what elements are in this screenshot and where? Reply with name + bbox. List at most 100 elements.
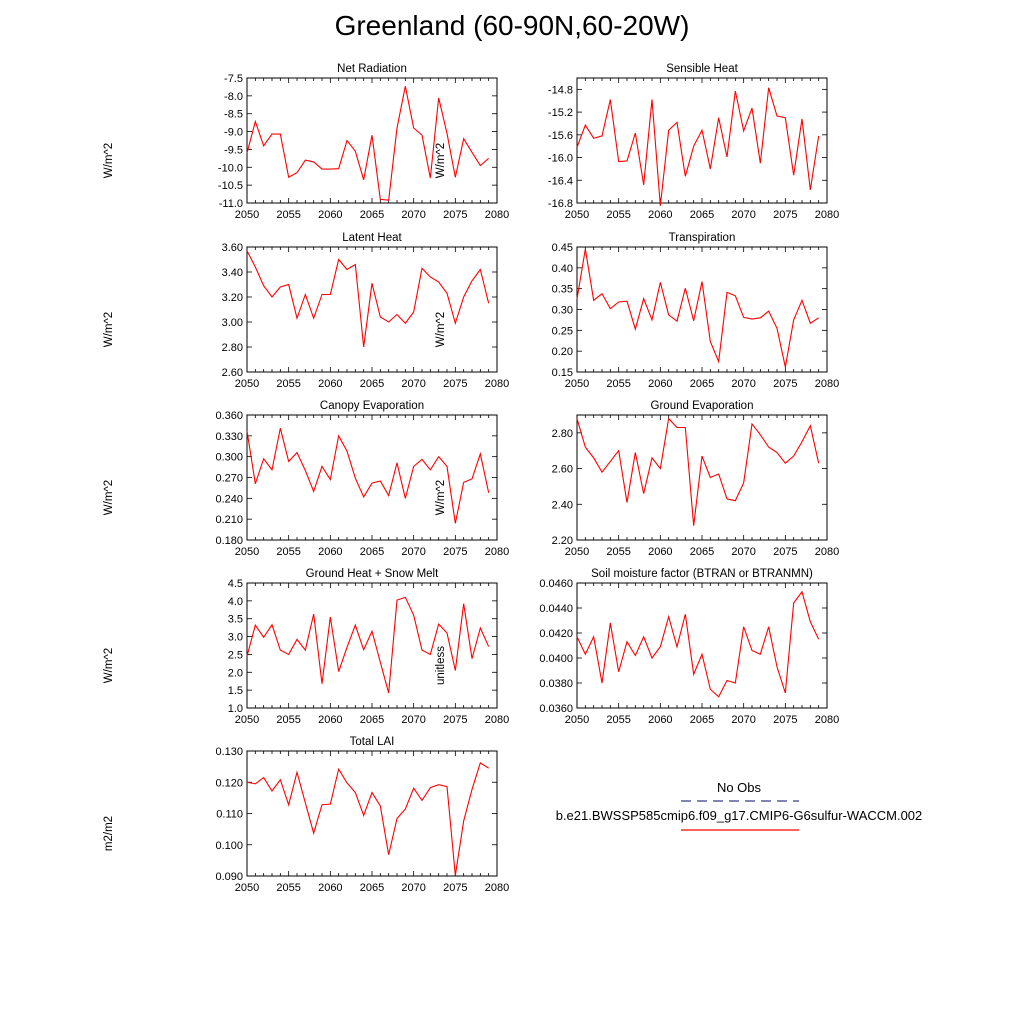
x-tick-label: 2060 bbox=[648, 714, 672, 726]
x-tick-label: 2055 bbox=[606, 546, 630, 558]
y-tick-label: 0.120 bbox=[215, 777, 243, 789]
panel-title: Canopy Evaporation bbox=[320, 400, 424, 412]
series-line bbox=[576, 590, 820, 698]
plot-frame bbox=[246, 582, 498, 709]
x-tick-label: 2060 bbox=[318, 378, 342, 390]
y-tick-label: 1.5 bbox=[228, 685, 243, 697]
y-tick-label: 0.20 bbox=[552, 346, 573, 358]
y-tick-label: 0.0460 bbox=[539, 578, 573, 590]
x-tick-label: 2080 bbox=[485, 378, 509, 390]
x-tick-label: 2080 bbox=[815, 209, 839, 221]
y-tick-label: 0.100 bbox=[215, 840, 243, 852]
x-tick-label: 2065 bbox=[360, 209, 384, 221]
x-tick-label: 2055 bbox=[606, 209, 630, 221]
x-tick-label: 2075 bbox=[773, 546, 797, 558]
panel-title: Ground Evaporation bbox=[651, 400, 754, 412]
y-tick-label: 3.00 bbox=[222, 317, 243, 329]
plot-frame bbox=[576, 246, 828, 373]
y-tick-label: 0.300 bbox=[215, 452, 243, 464]
y-tick-label: 0.25 bbox=[552, 325, 573, 337]
x-tick-label: 2080 bbox=[485, 882, 509, 894]
x-tick-label: 2065 bbox=[690, 546, 714, 558]
y-tick-label: 0.210 bbox=[215, 514, 243, 526]
x-tick-label: 2050 bbox=[235, 209, 259, 221]
panel-3: 2050 2055 2060 2065 2070 2075 2080 3.60 3.40 3.20… bbox=[103, 232, 509, 390]
panel-title: Latent Heat bbox=[342, 232, 402, 244]
x-tick-label: 2070 bbox=[731, 714, 755, 726]
x-tick-label: 2070 bbox=[731, 209, 755, 221]
y-tick-label: 0.360 bbox=[215, 410, 243, 422]
y-axis-label: W/m^2 bbox=[435, 143, 447, 178]
series-line bbox=[576, 87, 820, 206]
series-line bbox=[246, 250, 490, 348]
x-tick-label: 2050 bbox=[235, 546, 259, 558]
y-tick-label: 0.240 bbox=[215, 493, 243, 505]
y-tick-label: -10.0 bbox=[218, 162, 243, 174]
y-tick-label: 0.110 bbox=[216, 809, 243, 821]
panel-title: Ground Heat + Snow Melt bbox=[306, 568, 439, 580]
panel-1: 2050 2055 2060 2065 2070 2075 2080 -7.5 -8.0 -8.5… bbox=[103, 63, 509, 221]
x-tick-label: 2065 bbox=[690, 378, 714, 390]
y-axis-label: W/m^2 bbox=[103, 143, 115, 178]
y-tick-label: 2.80 bbox=[222, 342, 243, 354]
legend: No Obs b.e21.BWSSP585cmip6.f09_g17.CMIP6… bbox=[556, 780, 922, 831]
x-tick-label: 2070 bbox=[401, 714, 425, 726]
x-tick-label: 2060 bbox=[318, 546, 342, 558]
x-tick-label: 2080 bbox=[815, 714, 839, 726]
x-tick-label: 2055 bbox=[606, 378, 630, 390]
y-tick-label: -14.8 bbox=[548, 84, 573, 96]
legend-obs-label: No Obs bbox=[717, 780, 762, 795]
y-axis-label: m2/m2 bbox=[103, 816, 115, 851]
x-tick-label: 2080 bbox=[485, 714, 509, 726]
y-tick-label: 0.0400 bbox=[539, 653, 573, 665]
x-tick-label: 2070 bbox=[731, 378, 755, 390]
x-tick-label: 2075 bbox=[443, 882, 467, 894]
y-tick-label: 2.20 bbox=[552, 535, 573, 547]
series-line bbox=[246, 428, 490, 524]
panel-title: Soil moisture factor (BTRAN or BTRANMN) bbox=[591, 568, 813, 580]
plot-frame bbox=[246, 414, 498, 541]
y-axis-label: W/m^2 bbox=[103, 312, 115, 347]
x-tick-label: 2075 bbox=[443, 546, 467, 558]
x-tick-label: 2060 bbox=[648, 209, 672, 221]
plot-frame bbox=[576, 77, 828, 204]
panel-5: 2050 2055 2060 2065 2070 2075 2080 0.360 0.330 0.… bbox=[103, 400, 509, 558]
y-tick-label: 2.60 bbox=[222, 367, 243, 379]
x-tick-label: 2050 bbox=[565, 714, 589, 726]
series-line bbox=[576, 248, 819, 368]
y-tick-label: 0.130 bbox=[215, 746, 243, 758]
x-tick-label: 2080 bbox=[815, 546, 839, 558]
y-tick-label: 1.0 bbox=[228, 703, 243, 715]
y-tick-label: 3.0 bbox=[228, 632, 243, 644]
panel-4: 2050 2055 2060 2065 2070 2075 2080 0.45 0.40 0.35… bbox=[435, 232, 839, 390]
x-tick-label: 2065 bbox=[360, 882, 384, 894]
x-tick-label: 2070 bbox=[401, 546, 425, 558]
series-line bbox=[246, 762, 489, 876]
x-tick-label: 2050 bbox=[565, 209, 589, 221]
panel-title: Net Radiation bbox=[337, 63, 407, 75]
y-tick-label: 0.40 bbox=[552, 263, 573, 275]
y-tick-label: 0.0360 bbox=[539, 703, 573, 715]
y-tick-label: 0.330 bbox=[215, 431, 243, 443]
panel-title: Sensible Heat bbox=[666, 63, 738, 75]
y-tick-label: -11.0 bbox=[219, 198, 243, 210]
y-axis-label: W/m^2 bbox=[103, 480, 115, 515]
x-tick-label: 2075 bbox=[443, 714, 467, 726]
x-tick-label: 2060 bbox=[648, 546, 672, 558]
y-tick-label: -10.5 bbox=[218, 180, 243, 192]
x-tick-label: 2050 bbox=[565, 546, 589, 558]
x-tick-label: 2075 bbox=[773, 378, 797, 390]
y-tick-label: 0.0420 bbox=[539, 628, 573, 640]
x-tick-label: 2050 bbox=[565, 378, 589, 390]
x-tick-label: 2065 bbox=[690, 209, 714, 221]
plot-frame bbox=[246, 77, 498, 204]
y-axis-label: W/m^2 bbox=[435, 312, 447, 347]
y-tick-label: 2.40 bbox=[552, 499, 573, 511]
y-tick-label: -15.2 bbox=[548, 107, 573, 119]
y-tick-label: 0.090 bbox=[215, 871, 243, 883]
x-tick-label: 2055 bbox=[276, 378, 300, 390]
x-tick-label: 2070 bbox=[401, 378, 425, 390]
x-tick-label: 2070 bbox=[401, 209, 425, 221]
x-tick-label: 2050 bbox=[235, 714, 259, 726]
